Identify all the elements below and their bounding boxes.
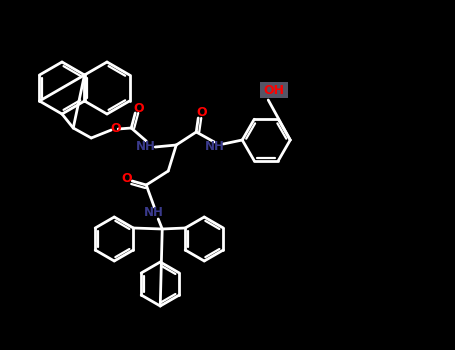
- Text: NH: NH: [205, 140, 225, 154]
- Text: O: O: [133, 102, 144, 114]
- Text: O: O: [121, 173, 131, 186]
- Text: NH: NH: [136, 140, 156, 153]
- Text: O: O: [196, 106, 207, 119]
- Text: NH: NH: [144, 206, 164, 219]
- FancyBboxPatch shape: [260, 82, 288, 98]
- Text: OH: OH: [264, 84, 285, 97]
- Text: O: O: [110, 122, 121, 135]
